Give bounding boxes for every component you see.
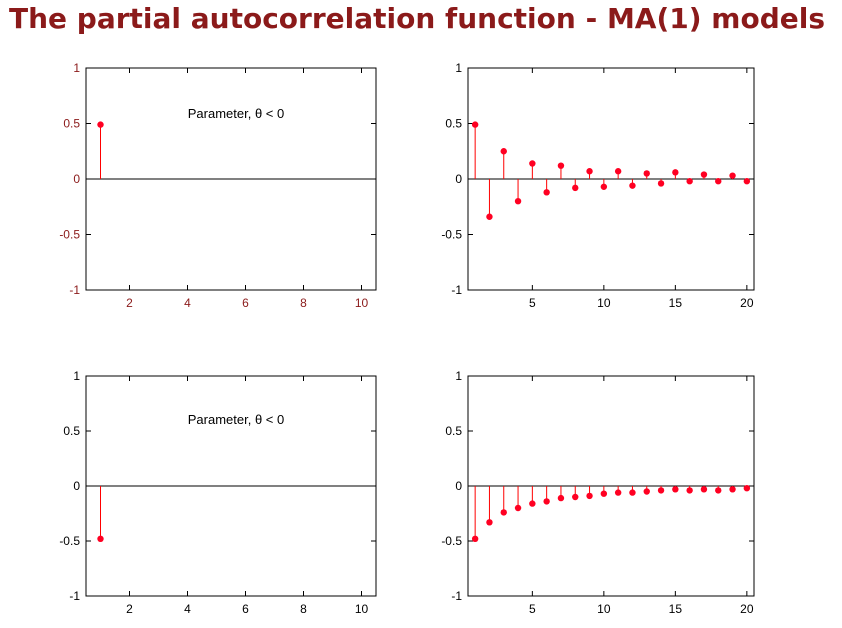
pacf-point [743,485,751,492]
pacf-point [500,148,507,155]
pacf-point [672,486,679,493]
x-tick-label: 4 [184,602,191,616]
y-tick-label: 0.5 [63,117,80,131]
pacf-point [700,171,708,178]
pacf-plot-top-right: 1 0.5 0 -0.5 -1 5 10 15 20 [441,61,755,310]
slide-title: The partial autocorrelation function - M… [9,2,826,35]
pacf-point [729,486,736,493]
pacf-point [486,213,493,220]
pacf-point [471,121,479,128]
y-tick-label: 1 [73,61,80,75]
pacf-point [686,178,693,185]
x-tick-label: 8 [300,602,307,616]
x-tick-label: 15 [669,296,683,310]
pacf-point [600,490,608,497]
pacf-plot-bottom-left: 1 0.5 0 -0.5 -1 2 4 6 8 10 Parameter, θ < 0 [59,369,377,616]
y-tick-label: -0.5 [441,534,462,548]
pacf-point [529,160,536,167]
pacf-point [500,509,507,516]
pacf-point [572,184,579,192]
x-tick-label: 10 [355,602,369,616]
x-tick-label: 8 [300,296,307,310]
y-tick-label: 1 [455,61,462,75]
y-tick-label: 1 [73,369,80,383]
y-tick-label: 1 [455,369,462,383]
x-tick-label: 10 [355,296,369,310]
y-tick-label: -1 [69,283,80,297]
pacf-point [514,504,522,512]
x-tick-label: 5 [529,602,536,616]
y-tick-label: -0.5 [59,228,80,242]
pacf-point [686,487,693,494]
pacf-point [657,180,665,187]
parameter-annotation: Parameter, θ < 0 [188,106,284,121]
x-tick-label: 6 [242,602,249,616]
parameter-annotation: Parameter, θ < 0 [188,412,284,427]
pacf-point [586,492,593,500]
pacf-point [600,183,608,190]
x-tick-label: 20 [740,296,754,310]
pacf-point [543,189,550,196]
pacf-point [614,168,622,175]
pacf-point [729,172,736,179]
pacf-point [97,121,104,128]
y-tick-label: 0 [455,172,462,186]
x-tick-label: 4 [184,296,191,310]
pacf-point [629,182,636,189]
pacf-point [97,535,104,542]
y-tick-label: 0 [73,172,80,186]
pacf-point [643,170,650,177]
pacf-point [743,178,751,185]
pacf-plot-bottom-right: 1 0.5 0 -0.5 -1 5 10 15 20 [441,369,755,616]
pacf-point [672,169,679,176]
x-tick-label: 2 [126,602,133,616]
pacf-plot-top-left: 1 0.5 0 -0.5 -1 2 4 6 8 10 Parameter, θ < 0 [59,61,377,310]
y-tick-label: -0.5 [59,534,80,548]
x-tick-label: 20 [740,602,754,616]
pacf-point [614,489,622,496]
x-tick-label: 15 [669,602,683,616]
pacf-point [715,178,722,185]
pacf-point [557,162,565,169]
pacf-point [529,500,536,507]
x-tick-label: 5 [529,296,536,310]
y-tick-label: 0.5 [63,424,80,438]
pacf-point [471,535,479,542]
pacf-point [486,519,493,526]
pacf-point [543,498,550,505]
pacf-point [514,198,522,205]
y-tick-label: 0.5 [445,424,462,438]
pacf-point [586,168,593,175]
x-tick-label: 10 [597,296,611,310]
pacf-point [629,489,636,496]
y-tick-label: 0 [455,479,462,493]
x-tick-label: 6 [242,296,249,310]
y-tick-label: 0 [73,479,80,493]
pacf-point [657,487,665,494]
y-tick-label: -0.5 [441,228,462,242]
pacf-point [715,487,722,494]
pacf-point [557,494,565,502]
y-tick-label: -1 [451,589,462,603]
pacf-point [572,493,579,501]
x-tick-label: 10 [597,602,611,616]
y-tick-label: -1 [69,589,80,603]
y-tick-label: 0.5 [445,117,462,131]
pacf-point [700,486,708,493]
y-tick-label: -1 [451,283,462,297]
pacf-point [643,488,650,495]
x-tick-label: 2 [126,296,133,310]
